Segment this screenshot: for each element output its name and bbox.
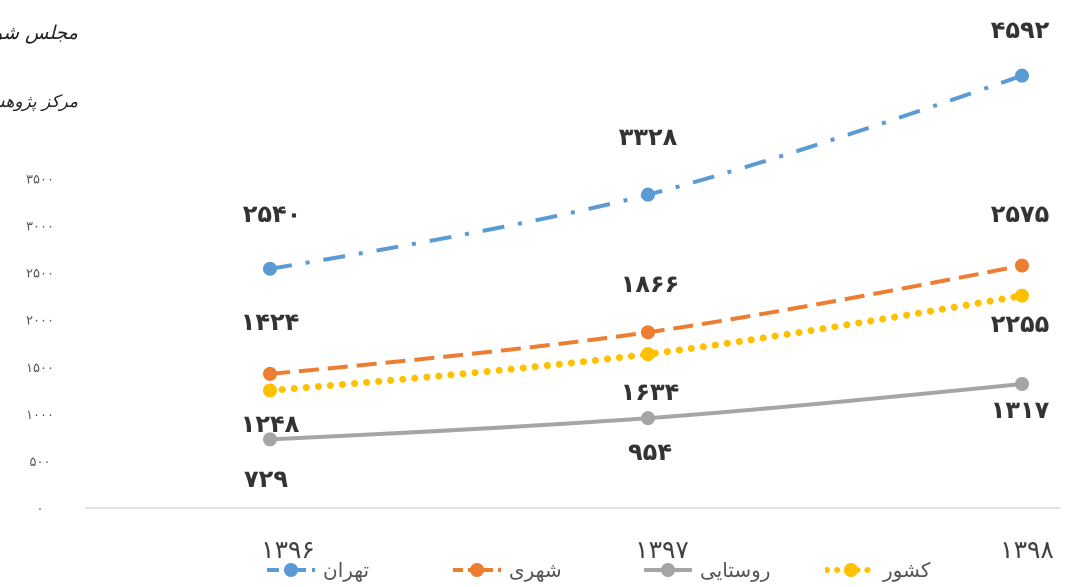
legend-item: شهری [451,556,631,584]
data-point [263,432,277,447]
legend-item: روستایی [642,556,822,584]
data-label: ۳۳۲۸ [619,123,678,151]
data-point [263,383,277,398]
y-tick-label: ۲۰۰۰ [26,314,54,329]
legend: تهران شهری روستایی کشور [265,556,985,584]
series-line [269,73,1023,271]
data-label: ۲۵۴۰ [243,200,302,228]
logo-line-2: مرکز پژوهش‌ها [0,92,78,112]
y-tick-label: ۵۰۰ [30,455,51,470]
data-label: ۹۵۴ [628,438,672,466]
y-tick-label: ۳۰۰۰ [26,220,54,235]
legend-label: روستایی [700,558,771,582]
data-point [641,325,655,340]
legend-label: تهران [323,558,370,582]
data-label: ۱۴۲۴ [241,308,300,336]
data-label: ۲۲۵۵ [991,310,1050,338]
legend-swatch [825,563,877,577]
y-tick-label: ۱۵۰۰ [26,361,54,376]
data-point [263,261,277,276]
data-label: ۲۵۷۵ [991,200,1050,228]
data-label: ۱۳۱۷ [991,396,1050,424]
data-point [1015,258,1029,273]
x-tick-label: ۱۳۹۶ [261,535,315,564]
data-point [641,187,655,202]
legend-label: شهری [509,558,562,582]
legend-swatch [644,563,692,577]
legend-item: تهران [265,556,445,584]
y-tick-label: ۱۰۰۰ [26,408,54,423]
logo: مجلس شورای اسلامی مرکز پژوهش‌ها [0,0,80,140]
data-label: ۱۸۶۶ [621,270,680,298]
data-point [641,347,655,362]
data-point [263,366,277,381]
y-tick-label: ۲۵۰۰ [26,267,54,282]
y-tick-label: ۰ [37,502,44,517]
data-point [641,411,655,426]
x-tick-label: ۱۳۹۷ [635,535,689,564]
legend-item: کشور [825,556,1005,584]
y-tick-label: ۳۵۰۰ [26,172,54,187]
legend-swatch [267,563,315,577]
legend-swatch [453,563,501,577]
data-point [1015,68,1029,83]
data-label: ۴۵۹۲ [991,16,1050,44]
data-point [1015,288,1029,303]
x-tick-label: ۱۳۹۸ [1000,535,1054,564]
legend-label: کشور [883,558,931,582]
series-line [266,292,1026,395]
data-label: ۷۲۹ [244,465,288,493]
data-label: ۱۶۳۴ [621,378,680,406]
data-point [1015,377,1029,392]
logo-line-1: مجلس شورای اسلامی [0,22,78,44]
data-label: ۱۲۴۸ [241,410,300,438]
